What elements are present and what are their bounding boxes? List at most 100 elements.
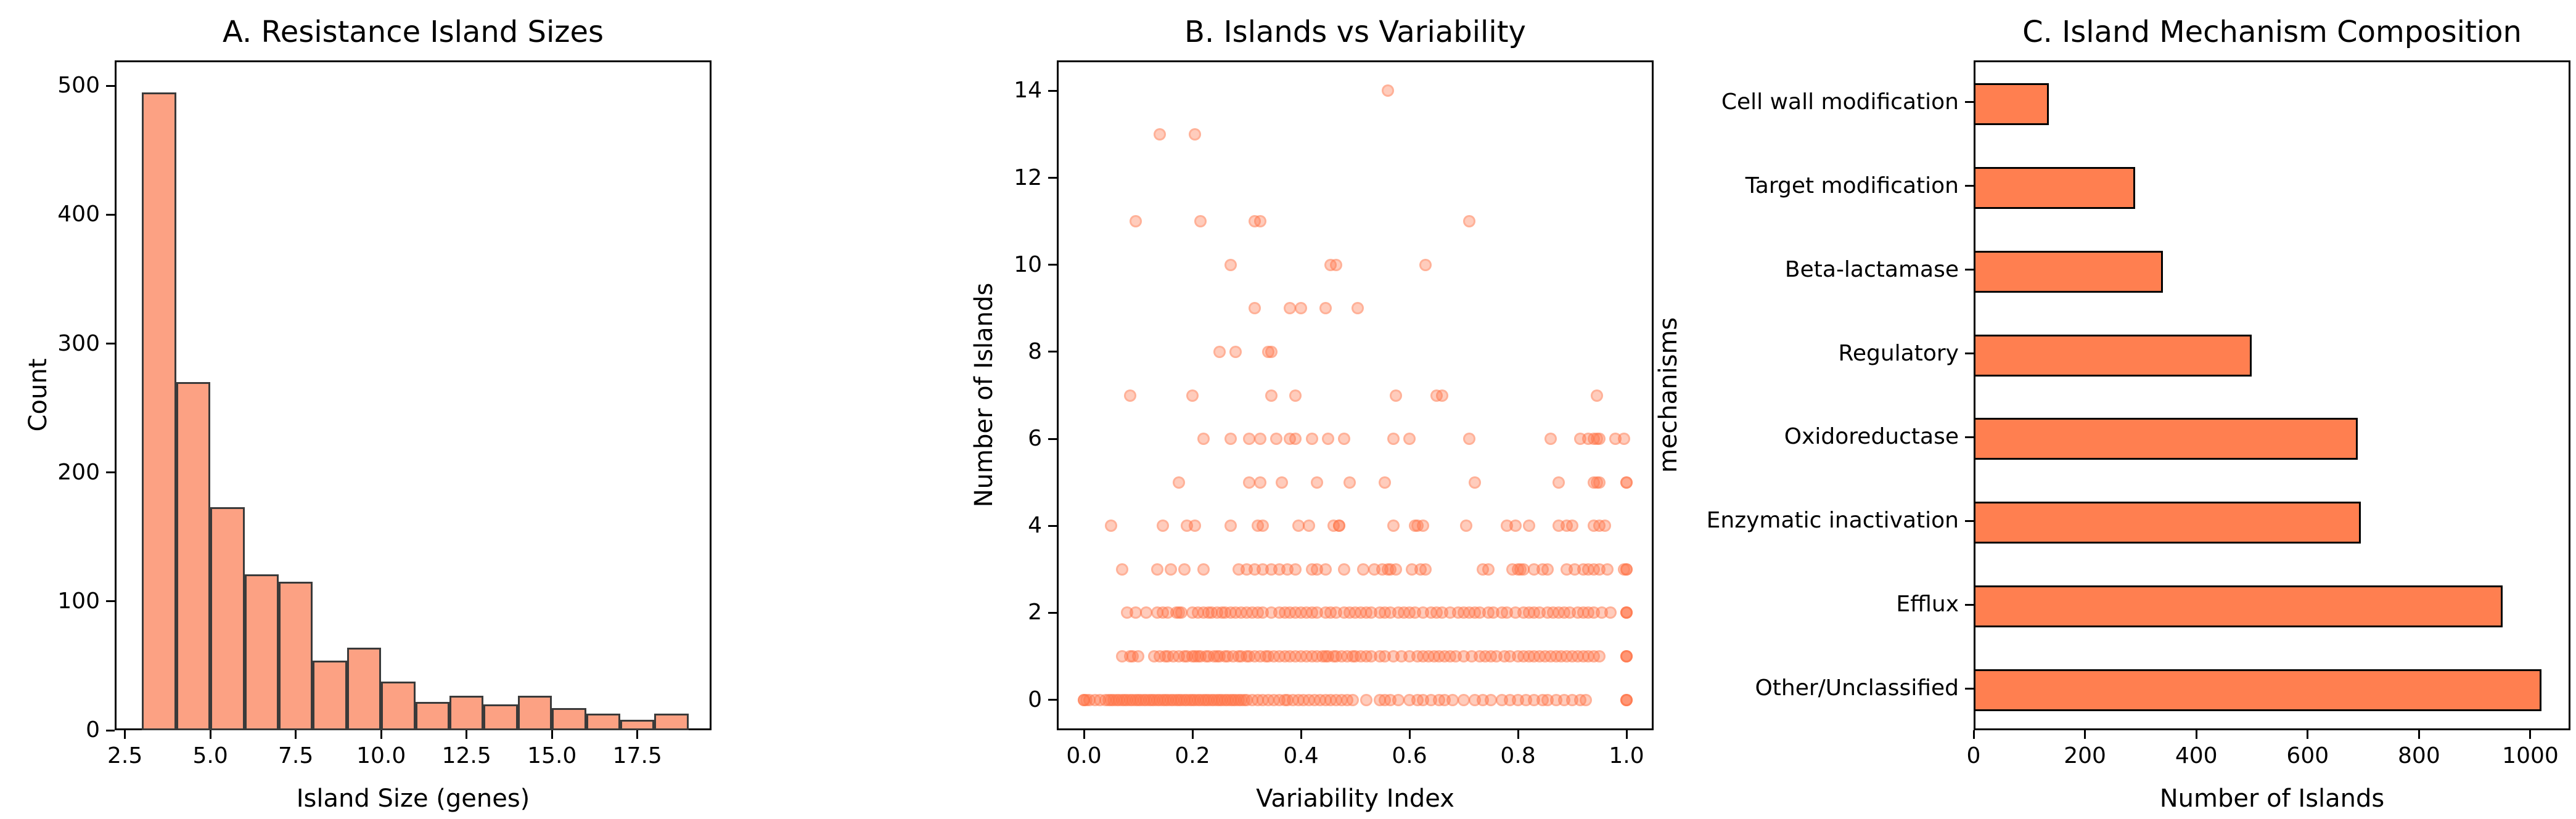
x-axis-tick — [124, 730, 126, 739]
y-axis-tick — [1965, 269, 1974, 271]
scatter-point — [1132, 650, 1144, 662]
x-axis-tick — [380, 730, 382, 739]
x-axis-tick — [1408, 730, 1411, 739]
scatter-point — [1541, 563, 1554, 576]
y-axis-tick-label: 300 — [57, 330, 100, 356]
x-axis-tick — [1625, 730, 1628, 739]
histogram-bar — [347, 648, 382, 730]
x-axis-tick-label: 0.2 — [1175, 743, 1210, 768]
scatter-point — [1419, 563, 1432, 576]
y-axis-tick — [1965, 436, 1974, 438]
scatter-point — [1229, 345, 1242, 358]
y-axis-tick-label: 4 — [1028, 513, 1042, 539]
scatter-point — [1617, 433, 1630, 446]
y-axis-tick-label: 2 — [1028, 600, 1042, 625]
x-axis-tick — [209, 730, 211, 739]
category-tick-label: Other/Unclassified — [1755, 675, 1959, 701]
y-axis-tick-label: 8 — [1028, 338, 1042, 364]
mechanism-bar — [1974, 585, 2503, 628]
scatter-point — [1580, 693, 1592, 706]
scatter-point — [1390, 563, 1402, 576]
scatter-point — [1462, 215, 1475, 228]
mechanism-bar — [1974, 334, 2252, 377]
x-axis-tick — [1083, 730, 1085, 739]
x-axis-tick — [2195, 730, 2197, 739]
scatter-point — [1460, 520, 1473, 532]
scatter-point — [1254, 215, 1266, 228]
scatter-point — [1330, 258, 1343, 271]
y-axis-tick-label: 500 — [57, 73, 100, 99]
scatter-point — [1254, 476, 1266, 489]
category-tick-label: Regulatory — [1838, 340, 1959, 366]
scatter-point — [1522, 520, 1535, 532]
histogram-bar — [620, 720, 655, 730]
scatter-point — [1566, 520, 1578, 532]
scatter-point — [1360, 693, 1372, 706]
scatter-point — [1509, 520, 1522, 532]
histogram-bar — [517, 695, 552, 730]
x-axis-tick — [1300, 730, 1302, 739]
x-axis-tick — [1972, 730, 1975, 739]
category-tick-label: Enzymatic inactivation — [1706, 508, 1959, 534]
mechanism-bar — [1974, 83, 2049, 125]
panel-b-x-axis-label: Variability Index — [1256, 784, 1454, 813]
x-axis-tick-label: 12.5 — [441, 743, 491, 768]
histogram-bar — [552, 708, 586, 730]
scatter-point — [1105, 520, 1117, 532]
scatter-point — [1151, 563, 1163, 576]
scatter-point — [1604, 606, 1617, 619]
y-axis-tick-label: 10 — [1014, 251, 1042, 277]
x-axis-tick-label: 15.0 — [527, 743, 577, 768]
x-axis-tick — [1517, 730, 1519, 739]
x-axis-tick-label: 1.0 — [1609, 743, 1644, 768]
scatter-point — [1213, 345, 1226, 358]
scatter-point — [1257, 520, 1270, 532]
scatter-point — [1593, 650, 1606, 662]
mechanism-bar — [1974, 250, 2163, 293]
scatter-point — [1319, 302, 1332, 315]
histogram-bar — [176, 382, 211, 730]
x-axis-tick — [2307, 730, 2309, 739]
x-axis-tick-label: 7.5 — [278, 743, 314, 768]
y-axis-tick — [1048, 264, 1057, 266]
y-axis-tick-label: 100 — [57, 588, 100, 614]
scatter-point — [1620, 693, 1633, 706]
scatter-point — [1289, 433, 1302, 446]
scatter-point — [1305, 433, 1318, 446]
scatter-point — [1289, 563, 1302, 576]
y-axis-tick-label: 400 — [57, 202, 100, 227]
mechanism-bar — [1974, 166, 2135, 209]
y-axis-tick — [1048, 351, 1057, 353]
scatter-point — [1544, 433, 1557, 446]
x-axis-tick — [636, 730, 639, 739]
panel-a-title: A. Resistance Island Sizes — [222, 15, 604, 49]
scatter-point — [1265, 389, 1278, 402]
scatter-point — [1332, 520, 1345, 532]
y-axis-tick — [1048, 177, 1057, 179]
y-axis-tick — [1965, 185, 1974, 187]
scatter-point — [1435, 389, 1448, 402]
y-axis-tick — [1965, 101, 1974, 104]
y-axis-tick — [1048, 524, 1057, 527]
scatter-point — [1194, 215, 1207, 228]
y-axis-tick — [106, 471, 115, 474]
panel-b-title: B. Islands vs Variability — [1184, 15, 1526, 49]
x-axis-tick — [466, 730, 468, 739]
scatter-point — [1338, 563, 1351, 576]
y-axis-tick — [106, 343, 115, 345]
x-axis-tick-label: 600 — [2286, 743, 2329, 768]
y-axis-tick — [106, 213, 115, 216]
scatter-point — [1178, 563, 1191, 576]
y-axis-tick-label: 12 — [1014, 165, 1042, 190]
x-axis-tick-label: 400 — [2175, 743, 2218, 768]
histogram-bar — [210, 507, 245, 730]
scatter-point — [1270, 433, 1283, 446]
y-axis-tick-label: 0 — [86, 717, 100, 743]
scatter-point — [1387, 433, 1400, 446]
y-axis-tick — [1965, 603, 1974, 606]
scatter-point — [1346, 693, 1359, 706]
scatter-point — [1276, 476, 1289, 489]
scatter-point — [1593, 476, 1606, 489]
x-axis-tick-label: 200 — [2064, 743, 2106, 768]
